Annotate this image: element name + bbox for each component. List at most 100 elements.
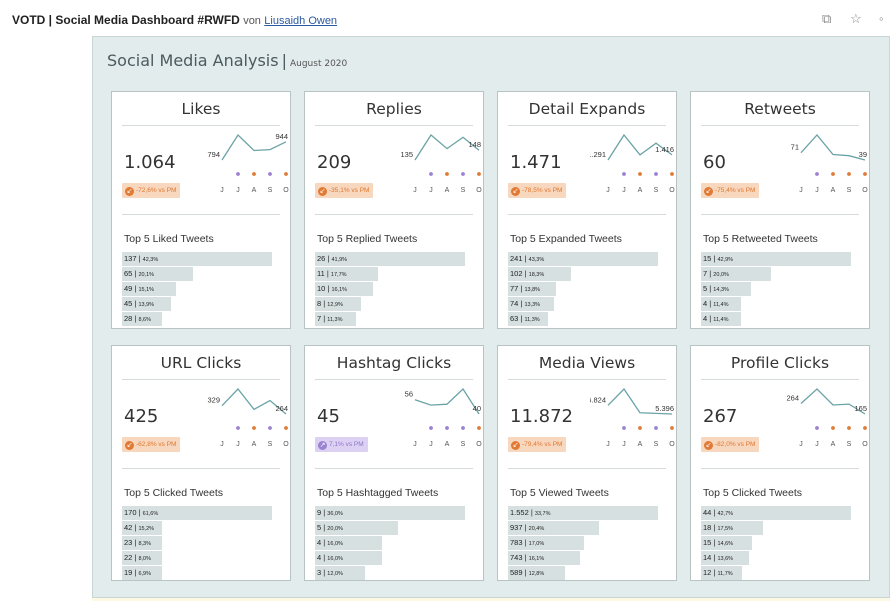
- top5-bar-row[interactable]: 65 | 20,1%: [122, 267, 284, 281]
- top5-bar-row[interactable]: 28 | 8,6%: [122, 312, 284, 326]
- top5-bar-row[interactable]: 137 | 42,3%: [122, 252, 284, 266]
- top5-bar-row[interactable]: 743 | 16,1%: [508, 551, 670, 565]
- card-title: Hashtag Clicks: [336, 354, 452, 372]
- month-tick-label: S: [654, 187, 659, 194]
- top5-bar-row[interactable]: 45 | 13,9%: [122, 297, 284, 311]
- top5-bar-row[interactable]: 74 | 13,3%: [508, 297, 670, 311]
- month-tick-label: J: [622, 187, 626, 194]
- top5-bar-row[interactable]: 1.552 | 33,7%: [508, 506, 670, 520]
- top5-separator: |: [136, 508, 143, 517]
- top5-percent: 17,5%: [717, 526, 734, 532]
- top5-bar-row[interactable]: 49 | 15,1%: [122, 282, 284, 296]
- top5-separator: |: [321, 553, 328, 562]
- top5-separator: |: [711, 508, 718, 517]
- sparkline-last-label: 264: [275, 404, 288, 413]
- top5-separator: |: [711, 254, 718, 263]
- top5-bar-row[interactable]: 4 | 16,0%: [315, 551, 477, 565]
- top5-value: 4: [317, 553, 322, 562]
- kpi-card-url-clicks[interactable]: URL Clicks 425 ↙ -62,8% vs PM Top 5 Clicked …: [111, 345, 291, 581]
- top5-bar-row[interactable]: 4 | 11,4%: [701, 312, 863, 326]
- top5-bar-row[interactable]: 7 | 20,0%: [701, 267, 863, 281]
- month-change-dot: [654, 172, 658, 176]
- top5-bar-row[interactable]: 9 | 36,0%: [315, 506, 477, 520]
- top5-bar-row[interactable]: 4 | 16,0%: [315, 536, 477, 550]
- top5-bar-row[interactable]: 14 | 13,6%: [701, 551, 863, 565]
- top5-bar-row[interactable]: 7 | 11,3%: [315, 312, 477, 326]
- sparkline-chart[interactable]: 1.291 1.416 J J A S O: [590, 130, 676, 202]
- kpi-card-replies[interactable]: Replies 209 ↙ -35,1% vs PM Top 5 Replied Twe…: [304, 91, 484, 329]
- top5-value: 63: [510, 314, 519, 323]
- viz-name: VOTD | Social Media Dashboard #RWFD: [12, 13, 240, 27]
- top5-bar-row[interactable]: 783 | 17,0%: [508, 536, 670, 550]
- top5-separator: |: [518, 284, 525, 293]
- copy-icon[interactable]: ⧉: [822, 11, 832, 26]
- sparkline-last-label: 165: [854, 404, 867, 413]
- more-icon[interactable]: ◦: [879, 11, 884, 26]
- kpi-card-retweets[interactable]: Retweets 60 ↙ -75,4% vs PM Top 5 Retweeted T…: [690, 91, 870, 329]
- top5-bar-row[interactable]: 8 | 12,9%: [315, 297, 477, 311]
- top5-bar-row[interactable]: 12 | 11,7%: [701, 566, 863, 580]
- top5-bar-row[interactable]: 10 | 16,1%: [315, 282, 477, 296]
- month-tick-label: J: [220, 187, 224, 194]
- top5-value: 4: [703, 314, 708, 323]
- top5-bar-row[interactable]: 11 | 17,7%: [315, 267, 477, 281]
- top5-bar-row[interactable]: 3 | 12,0%: [315, 566, 477, 580]
- top5-bar: [315, 551, 382, 565]
- top5-percent: 11,7%: [717, 571, 733, 577]
- top5-value: 102: [510, 269, 523, 278]
- top5-bar-label: 4 | 16,0%: [315, 536, 477, 552]
- top5-bar-row[interactable]: 44 | 42,7%: [701, 506, 863, 520]
- kpi-card-detail-expands[interactable]: Detail Expands 1.471 ↙ -78,5% vs PM Top 5 Ex…: [497, 91, 677, 329]
- arrow-down-icon: ↙: [125, 441, 134, 450]
- top5-bar-row[interactable]: 241 | 43,3%: [508, 252, 670, 266]
- kpi-card-hashtag-clicks[interactable]: Hashtag Clicks 45 ↗ 7,1% vs PM Top 5 Hashtag…: [304, 345, 484, 581]
- top5-bar: [122, 551, 162, 565]
- top5-separator: |: [321, 508, 328, 517]
- title-separator: |: [281, 51, 287, 70]
- top5-separator: |: [132, 568, 139, 577]
- top5-bar-row[interactable]: 19 | 6,9%: [122, 566, 284, 580]
- change-badge: ↙ -72,6% vs PM: [122, 183, 181, 198]
- top5-bar-row[interactable]: 26 | 41,9%: [315, 252, 477, 266]
- sparkline-first-label: 71: [791, 143, 799, 152]
- kpi-card-media-views[interactable]: Media Views 11.872 ↙ -79,4% vs PM Top 5 View…: [497, 345, 677, 581]
- top5-bar: [701, 282, 751, 296]
- sparkline-chart[interactable]: 264 165 J J A S O: [783, 384, 869, 456]
- star-icon[interactable]: ☆: [850, 11, 862, 26]
- top5-bar-row[interactable]: 937 | 20,4%: [508, 521, 670, 535]
- sparkline-chart[interactable]: 71 39 J J A S O: [783, 130, 869, 202]
- top5-bar-row[interactable]: 15 | 14,6%: [701, 536, 863, 550]
- top5-bar-row[interactable]: 4 | 11,4%: [701, 297, 863, 311]
- top5-value: 74: [510, 299, 519, 308]
- top5-bar-list: 170 | 61,6% 42 | 15,2% 23 | 8,3% 22 | 8,0% 1…: [122, 506, 284, 581]
- viz-title-line: VOTD | Social Media Dashboard #RWFD von …: [12, 13, 337, 27]
- month-tick-label: J: [429, 187, 433, 194]
- sparkline-chart[interactable]: 794 944 J J A S O: [204, 130, 290, 202]
- top5-bar-row[interactable]: 589 | 12,8%: [508, 566, 670, 580]
- top5-bar-row[interactable]: 170 | 61,6%: [122, 506, 284, 520]
- month-tick-label: J: [799, 187, 803, 194]
- top5-bar-row[interactable]: 5 | 20,0%: [315, 521, 477, 535]
- top5-bar-row[interactable]: 5 | 14,3%: [701, 282, 863, 296]
- top5-bar-row[interactable]: 15 | 42,9%: [701, 252, 863, 266]
- top5-bar-row[interactable]: 23 | 8,3%: [122, 536, 284, 550]
- sparkline-chart[interactable]: 329 264 J J A S O: [204, 384, 290, 456]
- top5-bar-row[interactable]: 102 | 18,3%: [508, 267, 670, 281]
- sparkline-chart[interactable]: 56 40 J J A S O: [397, 384, 483, 456]
- sparkline-first-label: 56: [405, 390, 413, 399]
- sparkline-chart[interactable]: 135 148 J J A S O: [397, 130, 483, 202]
- month-tick-label: J: [413, 441, 417, 448]
- top5-bar-row[interactable]: 63 | 11,3%: [508, 312, 670, 326]
- kpi-card-likes[interactable]: Likes 1.064 ↙ -72,6% vs PM Top 5 Liked Tweet…: [111, 91, 291, 329]
- sparkline-line: [414, 134, 480, 161]
- sparkline-last-label: 40: [473, 404, 481, 413]
- top5-bar-row[interactable]: 42 | 15,2%: [122, 521, 284, 535]
- top5-bar-row[interactable]: 22 | 8,0%: [122, 551, 284, 565]
- divider: [315, 125, 473, 126]
- top5-bar-row[interactable]: 77 | 13,8%: [508, 282, 670, 296]
- author-link[interactable]: Liusaidh Owen: [264, 15, 338, 27]
- sparkline-chart[interactable]: 6.824 5.396 J J A S O: [590, 384, 676, 456]
- top5-bar-label: 1.552 | 33,7%: [508, 506, 670, 522]
- kpi-card-profile-clicks[interactable]: Profile Clicks 267 ↙ -82,0% vs PM Top 5 Clic…: [690, 345, 870, 581]
- top5-bar-row[interactable]: 18 | 17,5%: [701, 521, 863, 535]
